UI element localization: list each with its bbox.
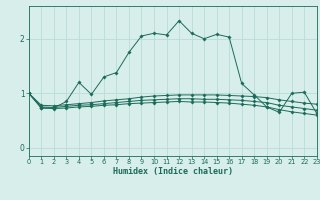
X-axis label: Humidex (Indice chaleur): Humidex (Indice chaleur) [113,167,233,176]
